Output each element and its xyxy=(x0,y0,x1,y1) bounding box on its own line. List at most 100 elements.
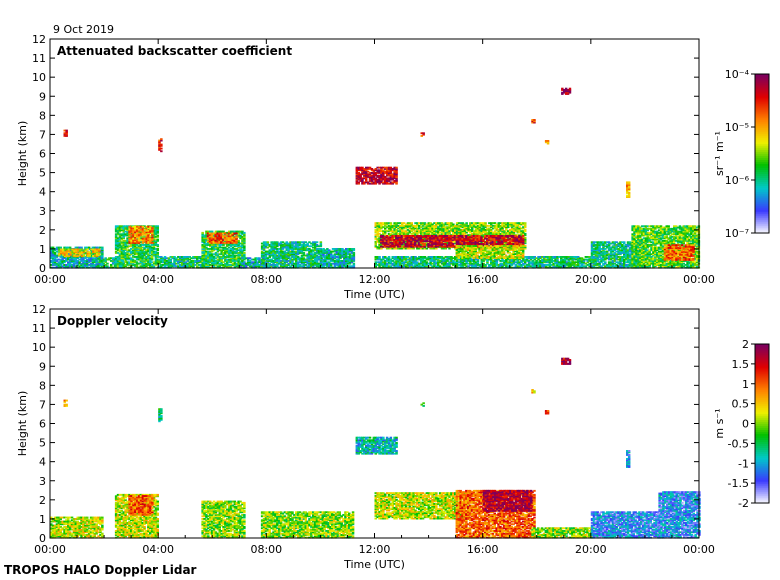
data-cell xyxy=(68,246,72,249)
data-cell xyxy=(227,264,231,266)
data-cell xyxy=(233,250,237,253)
data-cell xyxy=(131,256,135,258)
data-cell xyxy=(118,253,122,256)
data-cell xyxy=(120,250,124,253)
data-cell xyxy=(114,248,118,250)
data-cell xyxy=(114,260,118,262)
data-cell xyxy=(67,258,70,261)
data-cell xyxy=(152,229,156,232)
data-cell xyxy=(145,252,148,254)
data-cell xyxy=(137,241,141,244)
data-cell xyxy=(156,227,159,230)
data-cell xyxy=(124,227,127,230)
data-cell xyxy=(229,254,233,257)
data-cell xyxy=(218,249,221,252)
data-cell xyxy=(114,239,118,242)
data-cell xyxy=(226,249,229,252)
data-cell xyxy=(59,246,62,249)
data-cell xyxy=(101,252,104,254)
data-cell xyxy=(235,245,238,248)
data-cell xyxy=(154,233,158,236)
data-cell xyxy=(233,248,237,250)
data-cell xyxy=(201,241,204,244)
data-cell xyxy=(80,246,83,249)
data-cell xyxy=(227,265,231,268)
data-cell xyxy=(128,254,131,257)
data-cell xyxy=(210,254,214,257)
data-cell xyxy=(226,264,229,266)
data-cell xyxy=(196,261,199,264)
data-cell xyxy=(171,256,174,258)
data-cell xyxy=(167,258,171,261)
data-cell xyxy=(134,228,137,231)
data-cell xyxy=(147,233,150,236)
data-cell xyxy=(118,244,122,246)
data-cell xyxy=(139,225,143,228)
data-cell xyxy=(180,264,184,266)
data-cell xyxy=(201,248,204,250)
data-cell xyxy=(241,233,244,236)
data-cell xyxy=(156,244,159,246)
data-cell xyxy=(130,241,133,244)
data-cell xyxy=(120,253,124,256)
data-cell xyxy=(210,256,214,258)
data-cell xyxy=(224,248,227,250)
data-cell xyxy=(173,256,176,258)
data-cell xyxy=(50,260,53,262)
data-cell xyxy=(182,262,186,265)
data-cell xyxy=(130,245,133,248)
data-cell xyxy=(68,261,72,264)
data-cell xyxy=(177,265,180,268)
data-cell xyxy=(118,258,122,261)
data-cell xyxy=(120,262,124,265)
data-cell xyxy=(132,237,135,240)
data-cell xyxy=(58,253,61,256)
data-cell xyxy=(154,229,158,232)
data-cell xyxy=(177,260,180,262)
data-cell xyxy=(132,229,135,232)
data-cell xyxy=(135,248,139,250)
data-cell xyxy=(154,231,158,234)
data-cell xyxy=(190,265,193,268)
data-cell xyxy=(201,260,204,262)
data-cell xyxy=(210,249,214,252)
data-cell xyxy=(224,252,227,254)
data-cell xyxy=(128,227,131,230)
data-cell xyxy=(212,261,216,264)
data-cell xyxy=(114,252,118,254)
data-cell xyxy=(480,236,483,239)
data-cell xyxy=(156,231,159,234)
data-cell xyxy=(104,261,107,264)
data-cell xyxy=(87,246,91,249)
data-cell xyxy=(51,254,55,257)
data-cell xyxy=(231,256,235,258)
data-cell xyxy=(50,261,53,264)
data-cell xyxy=(51,264,55,266)
data-cell xyxy=(61,265,64,268)
data-cell xyxy=(93,257,96,260)
data-cell xyxy=(99,252,102,254)
data-cell xyxy=(118,257,122,260)
data-cell xyxy=(141,253,144,256)
data-cell xyxy=(220,244,223,246)
data-cell xyxy=(145,237,148,240)
data-cell xyxy=(141,240,145,243)
data-cell xyxy=(72,264,76,266)
data-cell xyxy=(87,264,91,266)
data-cell xyxy=(218,256,221,258)
data-cell xyxy=(126,262,129,265)
data-cell xyxy=(67,251,71,254)
data-cell xyxy=(72,257,76,260)
data-cell xyxy=(224,260,227,262)
data-cell xyxy=(160,264,163,266)
data-cell xyxy=(139,256,142,258)
data-cell xyxy=(194,261,197,264)
data-cell xyxy=(210,264,214,266)
data-cell xyxy=(59,258,62,261)
data-cell xyxy=(114,242,118,245)
data-cell xyxy=(99,250,102,253)
data-cell xyxy=(114,264,118,266)
data-cell xyxy=(91,265,95,268)
data-cell xyxy=(118,233,122,236)
data-cell xyxy=(143,252,146,254)
